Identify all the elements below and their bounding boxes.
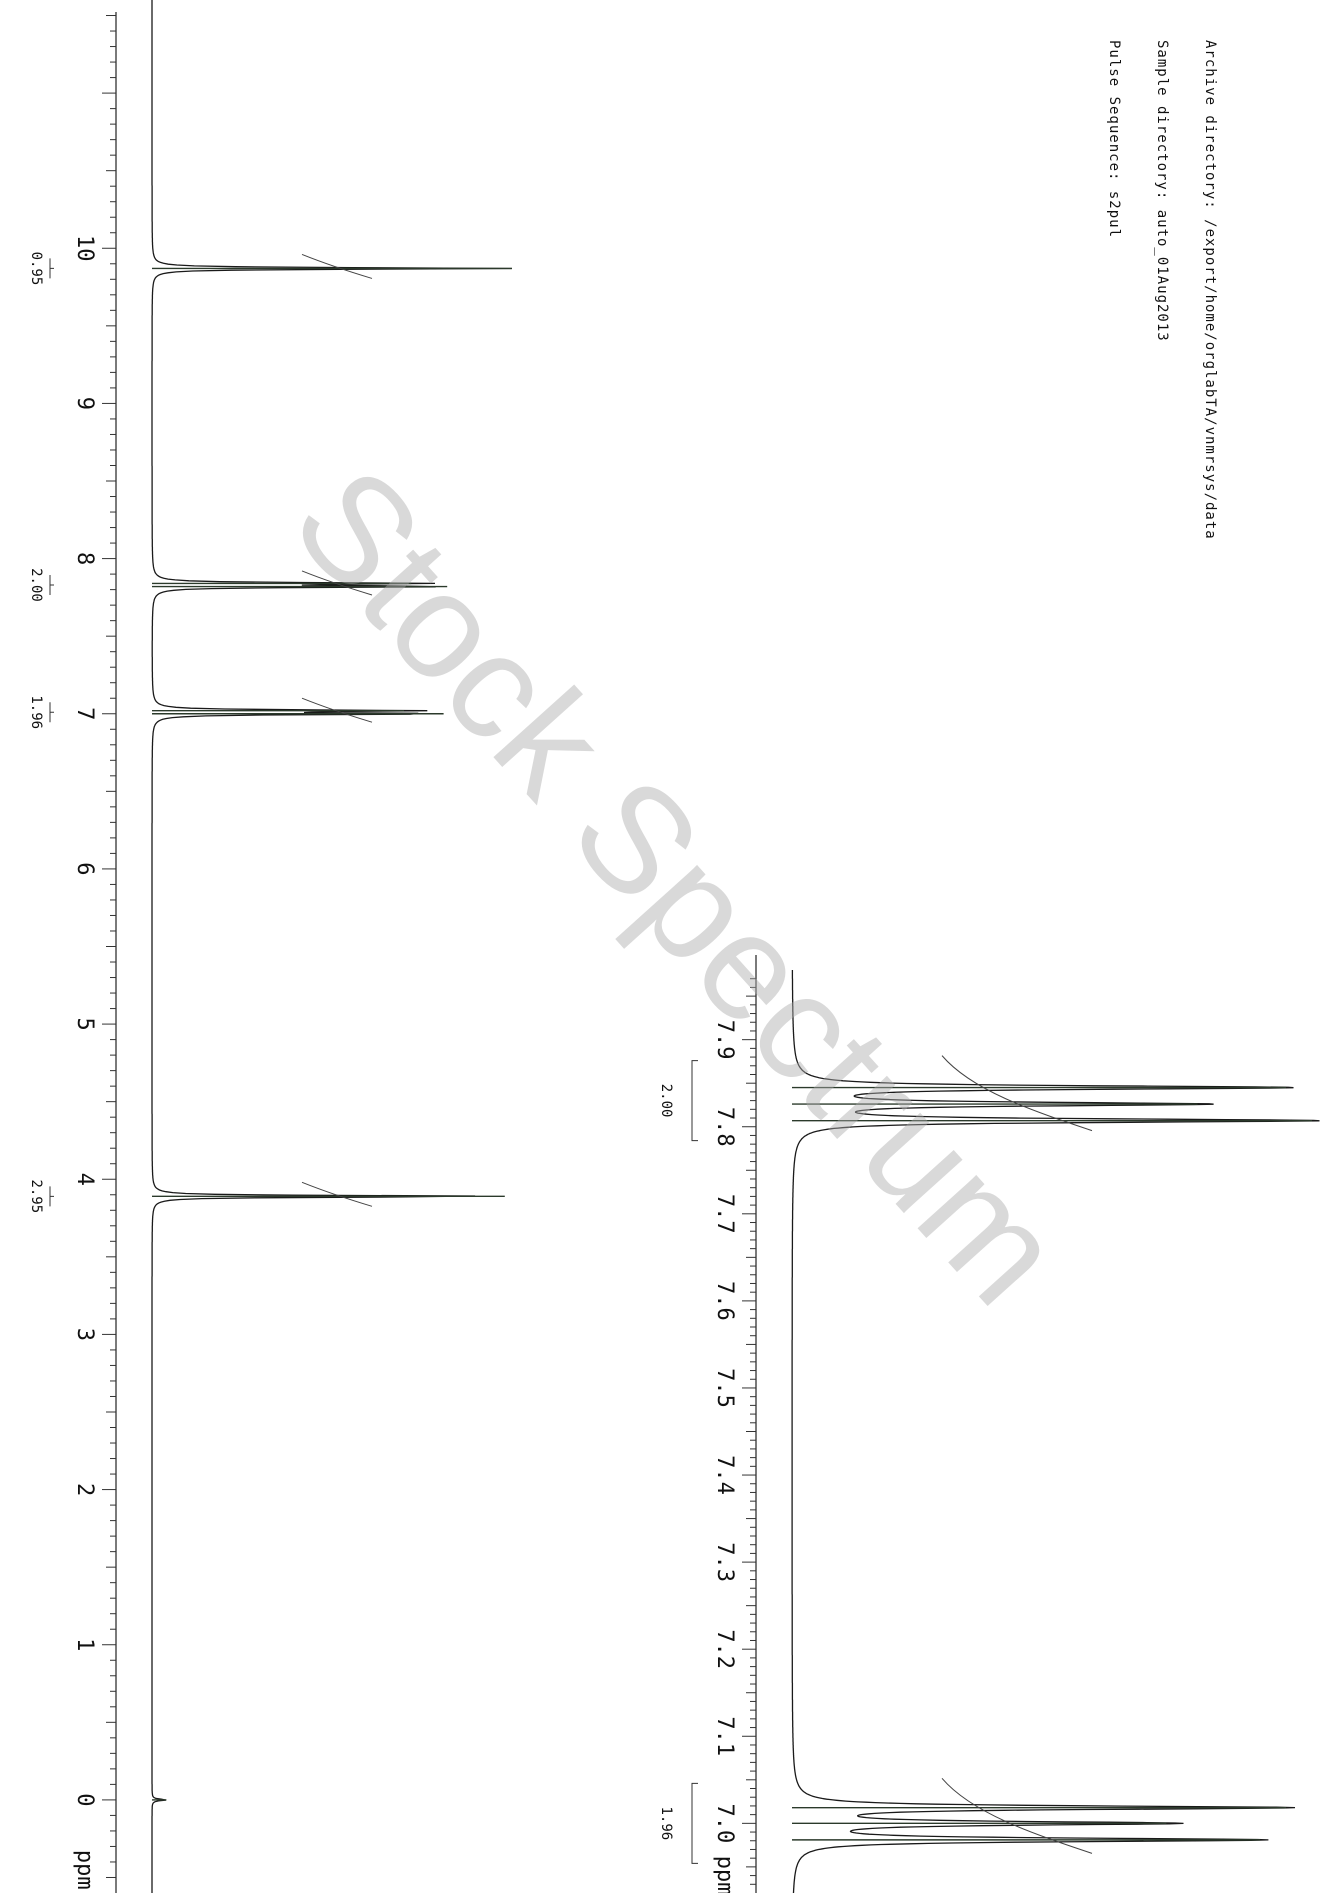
main-tick-label: 5 [72,1017,97,1030]
main-integral-label: 2.95 [28,1179,44,1213]
main-tick-label: 7 [72,707,97,720]
inset-integral-label: 1.96 [658,1806,674,1840]
inset-tick-label: 7.0 [712,1803,737,1843]
main-tick-label: 1 [72,1638,97,1651]
main-integral-label: 0.95 [28,252,44,286]
inset-integral-curve [941,1055,1093,1132]
inset-tick-label: 7.3 [712,1542,737,1582]
inset-tick-label: 7.8 [712,1107,737,1147]
main-integral-curve [301,1181,373,1207]
main-axis-title: ppm [72,1850,97,1890]
inset-tick-label: 7.4 [712,1455,737,1495]
inset-integral-bracket [691,1782,698,1864]
main-integral-bracket [49,574,54,595]
inset-axis-title: ppm [712,1856,737,1893]
watermark-text: Stock Spectrum [262,436,1095,1335]
main-integral-label: 2.00 [28,568,44,602]
inset-integral-bracket [691,1060,698,1142]
main-tick-label: 8 [72,552,97,565]
main-integral-label: 1.96 [28,695,44,729]
main-integral-curve [301,253,373,279]
main-integral-bracket [49,1186,54,1207]
inset-integral-label: 2.00 [658,1084,674,1118]
main-spectrum-trace [151,0,512,1893]
main-integral-curve [301,697,373,723]
main-tick-label: 9 [72,397,97,410]
main-tick-label: 0 [72,1793,97,1806]
inset-integral-curve [941,1778,1093,1854]
inset-tick-label: 7.9 [712,1020,737,1060]
inset-tick-label: 7.5 [712,1368,737,1408]
inset-tick-label: 7.2 [712,1629,737,1669]
main-integral-curve [301,570,373,596]
main-tick-label: 2 [72,1483,97,1496]
main-tick-label: 10 [72,235,97,262]
inset-tick-label: 7.6 [712,1281,737,1321]
main-integral-bracket [49,702,54,723]
main-tick-label: 4 [72,1173,97,1186]
main-tick-label: 3 [72,1328,97,1341]
inset-spectrum-trace [791,970,1320,1893]
main-integral-bracket [49,258,54,279]
inset-tick-label: 7.7 [712,1194,737,1234]
inset-spectrum-plot: 7.9 7.8 7.7 7.6 7.5 7.4 7.3 7.2 7.1 7.0 ppm 2.00 1.9… [658,955,1320,1893]
main-tick-label: 6 [72,862,97,875]
inset-tick-label: 7.1 [712,1716,737,1756]
